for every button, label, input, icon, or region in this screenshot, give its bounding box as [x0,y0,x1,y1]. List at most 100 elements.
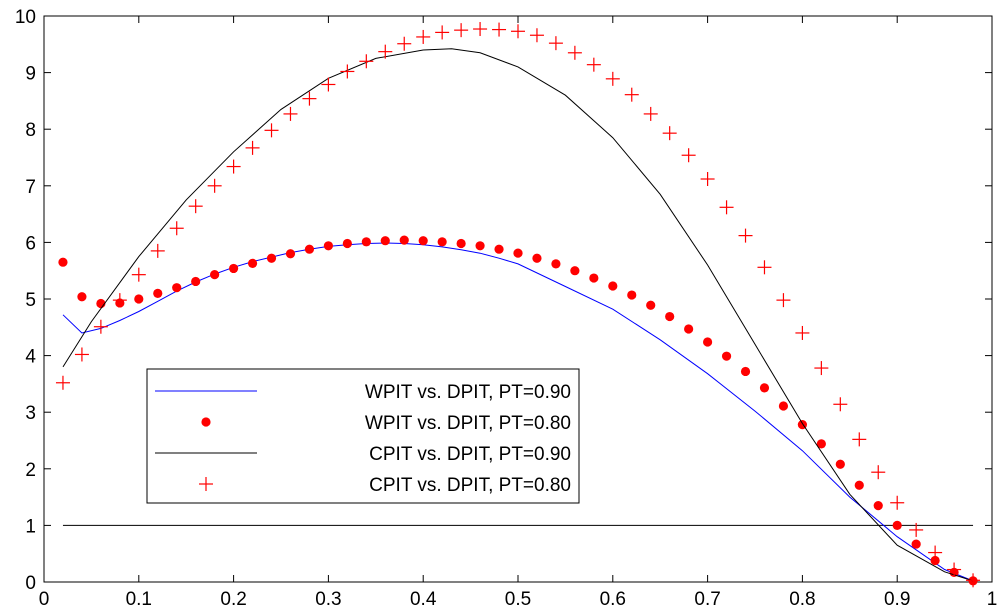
data-point [494,244,504,254]
data-point [112,293,127,308]
data-point [229,263,239,274]
data-point [757,260,772,275]
x-tick-label: 0.3 [315,589,341,610]
data-point [589,273,599,283]
data-point [513,248,523,258]
data-point [816,439,826,449]
data-point [323,241,333,251]
y-tick-label: 2 [25,460,36,481]
data-point [892,520,902,531]
data-point [131,267,146,282]
y-tick-label: 3 [25,403,36,424]
data-point [378,44,393,59]
data-point [169,221,184,236]
x-tick-label: 0 [39,589,50,610]
data-point [662,126,677,141]
data-point [624,87,639,102]
data-point [646,300,656,310]
data-point [361,237,371,247]
y-tick-label: 1 [25,516,36,537]
data-point [264,123,279,138]
data-point [74,347,89,362]
legend-entry: CPIT vs. DPIT, PT=0.90 [369,444,571,465]
data-point [854,480,864,490]
data-point [643,106,658,121]
legend-entry: WPIT vs. DPIT, PT=0.90 [365,382,571,403]
y-tick-label: 5 [25,290,36,311]
x-tick-label: 0.9 [884,589,910,610]
data-point [266,253,277,263]
data-point [285,249,296,259]
data-point [245,140,260,155]
data-point [454,23,469,38]
data-point [302,91,317,106]
legend-sample-marker [199,477,213,491]
data-point [340,64,355,79]
data-point [342,238,352,249]
x-tick-label: 1 [987,589,998,610]
data-point [738,228,753,243]
data-point [247,258,258,268]
data-point [684,324,694,334]
data-point [719,200,734,215]
y-tick-label: 6 [25,233,36,254]
data-point [966,573,981,588]
data-point [321,77,336,92]
data-point [814,361,829,376]
y-tick-label: 8 [25,120,36,141]
data-point [492,22,507,37]
data-point [435,25,450,40]
data-point [418,236,428,246]
data-point [150,243,165,258]
legend: WPIT vs. DPIT, PT=0.90 WPIT vs. DPIT, PT=… [146,368,580,504]
data-point [551,259,561,269]
data-point [721,351,732,361]
data-point [397,36,412,51]
data-point [55,375,70,390]
data-point [703,337,713,347]
data-point [890,495,905,510]
data-point [437,237,447,247]
y-tick-label: 10 [15,7,36,28]
plot-area: 0 0.1 0.2 0.3 0.4 0.5 0.6 0.7 0.8 0.9 101234567891… [15,7,997,610]
data-point [93,319,108,334]
data-point [77,292,87,302]
data-point [947,562,962,577]
legend-sample-marker [201,417,211,427]
data-point [700,172,715,187]
data-point [532,253,542,263]
data-point [833,397,848,412]
data-point [871,465,886,480]
data-point [740,366,751,377]
data-point [548,36,563,51]
x-tick-label: 0.8 [789,589,815,610]
series-1 [58,235,978,586]
x-tick-label: 0.1 [126,589,152,610]
data-point [416,29,431,44]
data-point [759,383,770,393]
data-point [207,178,222,193]
data-point [570,266,580,276]
data-point [795,325,810,340]
data-point [511,24,525,39]
data-point [283,106,298,121]
data-point [153,288,163,298]
data-point [210,270,220,280]
data-point [399,235,409,245]
data-point [304,244,315,254]
data-point [605,71,620,86]
y-tick-label: 4 [25,347,36,368]
data-point [473,22,488,37]
data-point [778,401,789,411]
series-3 [55,22,981,588]
data-point [359,54,374,69]
data-point [188,199,203,214]
x-tick-label: 0.7 [694,589,720,610]
data-point [529,28,544,43]
data-point [930,555,940,566]
data-point [627,290,637,300]
data-point [852,432,867,447]
x-tick-label: 0.5 [505,589,531,610]
legend-entry: CPIT vs. DPIT, PT=0.80 [369,475,571,496]
